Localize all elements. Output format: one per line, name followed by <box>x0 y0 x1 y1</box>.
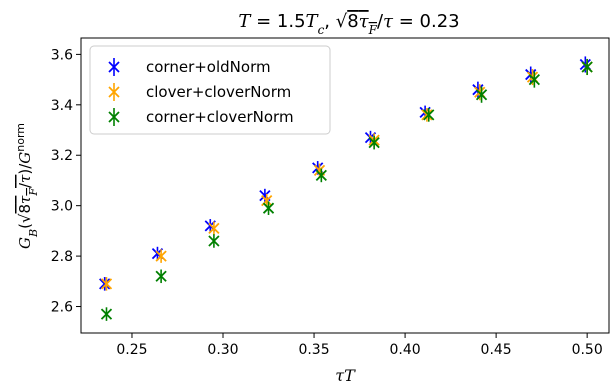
legend-marker <box>108 108 120 126</box>
data-point <box>368 135 380 150</box>
y-tick-label: 2.8 <box>51 249 73 265</box>
data-point <box>262 201 275 215</box>
data-point <box>528 71 540 88</box>
data-points <box>99 56 593 321</box>
x-tick-label: 0.45 <box>481 342 512 358</box>
data-point <box>99 277 111 291</box>
y-tick-label: 3.4 <box>51 98 73 114</box>
plot-frame <box>80 37 610 334</box>
x-tick-label: 0.40 <box>389 342 420 358</box>
y-tick-label: 2.6 <box>51 300 73 316</box>
data-point <box>155 249 167 263</box>
x-tick-label: 0.25 <box>116 342 147 358</box>
x-tick-label: 0.35 <box>298 342 329 358</box>
legend: corner+oldNorm clover+cloverNorm corner+cl… <box>89 45 331 135</box>
data-point <box>259 188 271 203</box>
data-point <box>421 108 433 122</box>
data-point <box>155 269 167 284</box>
legend-label: clover+cloverNorm <box>146 83 291 101</box>
x-axis-label: τT <box>335 366 356 385</box>
y-axis-label: GB(√8τF/τ)/Gnorm <box>14 123 40 249</box>
legend-label: corner+cloverNorm <box>146 108 294 126</box>
x-axis: 0.25 0.30 0.35 0.40 0.45 0.50 <box>116 333 603 358</box>
x-tick-label: 0.30 <box>207 342 238 358</box>
y-tick-label: 3.2 <box>51 148 73 164</box>
data-point <box>423 108 435 122</box>
x-tick-label: 0.50 <box>572 342 603 358</box>
data-point <box>100 307 113 321</box>
y-tick-label: 3.0 <box>51 199 73 215</box>
data-point <box>208 234 220 248</box>
legend-marker <box>108 58 120 76</box>
chart-title: T = 1.5Tc, √8τF/τ = 0.23 <box>238 11 459 37</box>
legend-label: corner+oldNorm <box>146 58 271 76</box>
data-point <box>208 221 220 236</box>
data-point <box>100 277 113 291</box>
data-point <box>315 168 327 183</box>
data-point <box>581 58 593 76</box>
legend-marker <box>108 83 120 101</box>
legend-box <box>89 45 331 135</box>
y-axis: 2.6 2.8 3.0 3.2 3.4 3.6 <box>51 47 81 316</box>
y-tick-label: 3.6 <box>51 47 73 63</box>
data-point <box>475 86 488 103</box>
